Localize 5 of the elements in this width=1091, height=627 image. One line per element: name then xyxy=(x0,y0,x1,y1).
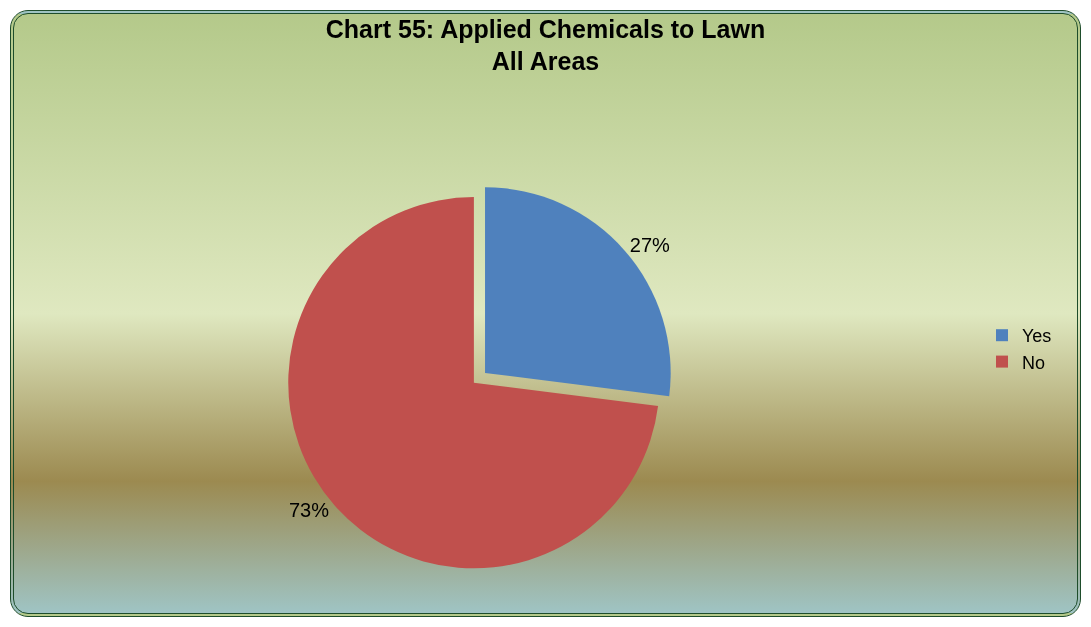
chart-title: Chart 55: Applied Chemicals to Lawn All Areas xyxy=(325,14,766,76)
data-label: 27% xyxy=(629,234,671,257)
legend-label: Yes xyxy=(1022,326,1052,347)
legend-label: No xyxy=(1022,352,1046,373)
data-label: 73% xyxy=(288,499,330,522)
